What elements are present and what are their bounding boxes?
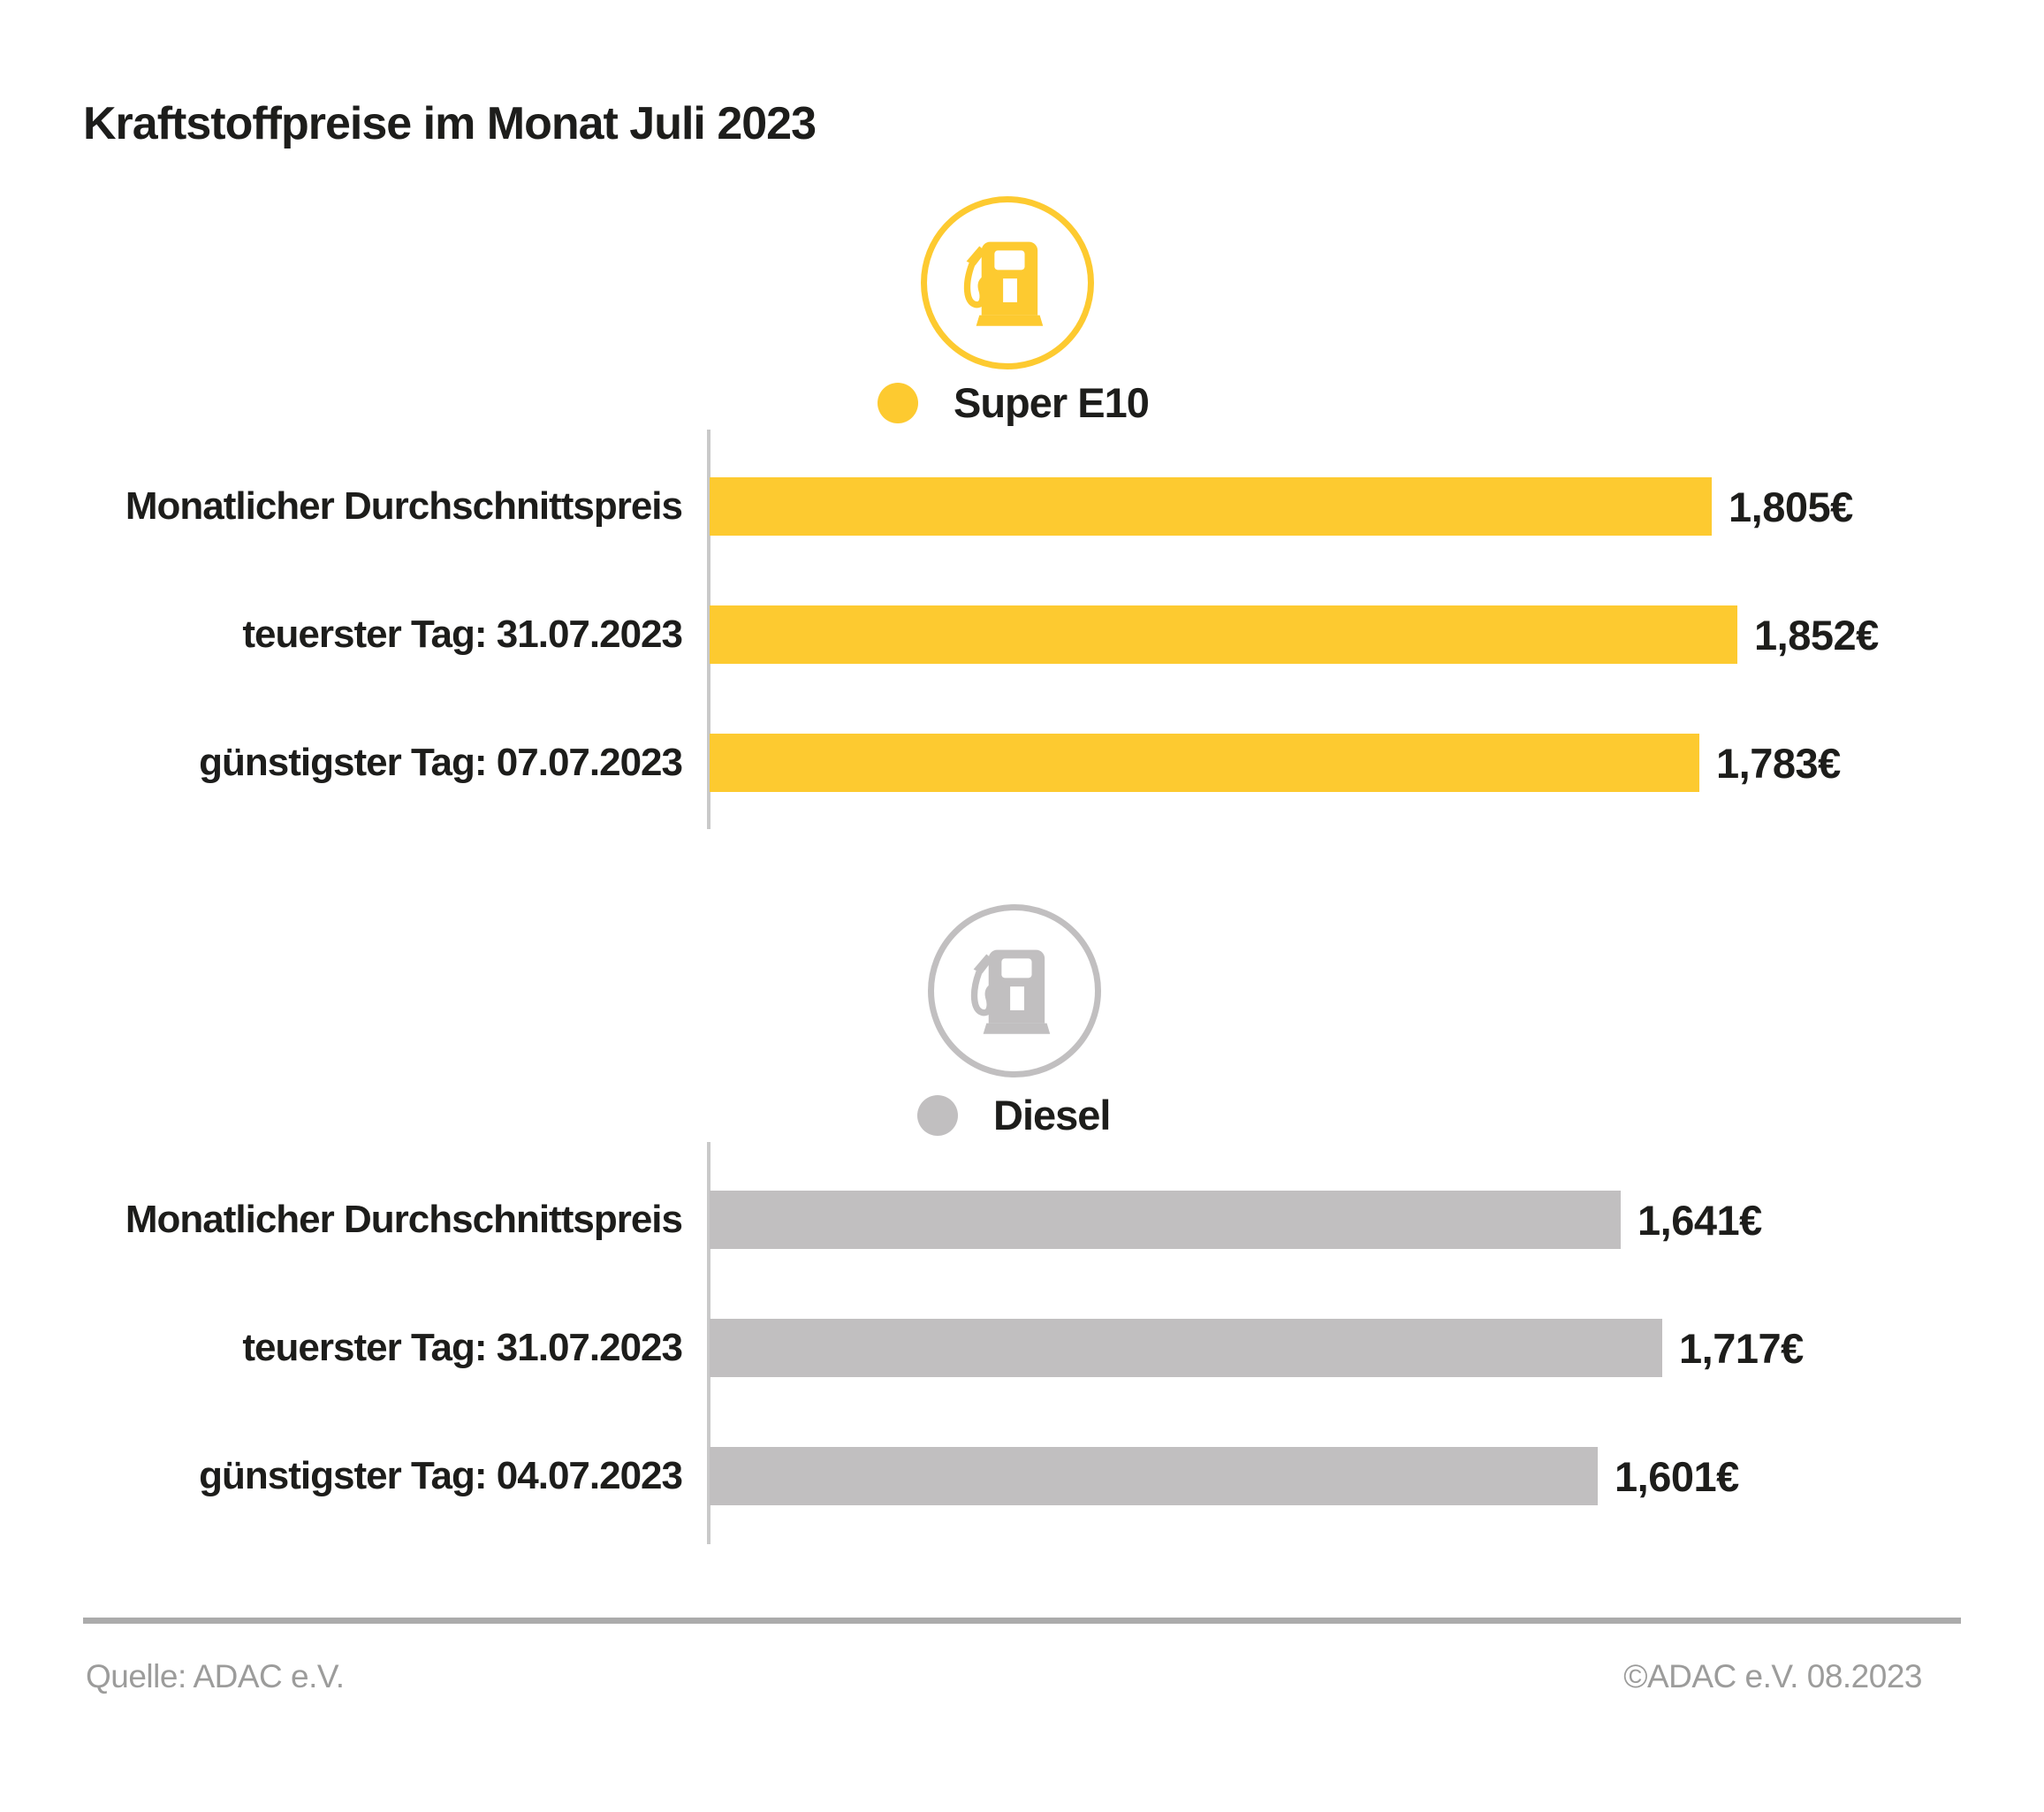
bar-row: Monatlicher Durchschnittspreis 1,641€ — [0, 1191, 2044, 1249]
page-title: Kraftstoffpreise im Monat Juli 2023 — [83, 98, 817, 149]
price-bar — [710, 734, 1699, 792]
legend-label: Super E10 — [954, 379, 1150, 426]
legend-super-e10: Super E10 — [878, 378, 1150, 427]
bar-value-label: 1,641€ — [1637, 1196, 1762, 1244]
bar-value-label: 1,805€ — [1729, 483, 1853, 530]
legend-label: Diesel — [993, 1092, 1111, 1138]
legend-dot-icon — [917, 1094, 958, 1136]
bar-row: Monatlicher Durchschnittspreis 1,805€ — [0, 477, 2044, 536]
bar-value-label: 1,717€ — [1679, 1324, 1804, 1372]
bar-row: günstigster Tag: 04.07.2023 1,601€ — [0, 1447, 2044, 1505]
bar-value-label: 1,852€ — [1754, 611, 1879, 659]
fuel-pump-icon — [961, 937, 1068, 1045]
bar-value-label: 1,601€ — [1615, 1452, 1739, 1500]
bar-category-label: teuerster Tag: 31.07.2023 — [242, 613, 683, 656]
price-bar — [710, 1447, 1598, 1505]
footer-divider — [83, 1618, 1961, 1624]
fuel-pump-badge-super-e10 — [921, 196, 1094, 369]
price-bar — [710, 605, 1737, 664]
fuel-pump-icon — [954, 229, 1061, 337]
bar-category-label: teuerster Tag: 31.07.2023 — [242, 1326, 683, 1369]
bar-row: teuerster Tag: 31.07.2023 1,852€ — [0, 605, 2044, 664]
chart-axis-super-e10 — [707, 430, 710, 829]
source-text: Quelle: ADAC e.V. — [86, 1658, 345, 1694]
bar-category-label: Monatlicher Durchschnittspreis — [125, 484, 683, 528]
bar-category-label: günstigster Tag: 04.07.2023 — [199, 1454, 683, 1497]
bar-value-label: 1,783€ — [1716, 739, 1841, 787]
legend-dot-icon — [878, 382, 918, 423]
legend-diesel: Diesel — [917, 1091, 1111, 1139]
price-bar — [710, 477, 1712, 536]
bar-category-label: Monatlicher Durchschnittspreis — [125, 1198, 683, 1241]
chart-axis-diesel — [707, 1142, 710, 1544]
bar-category-label: günstigster Tag: 07.07.2023 — [199, 741, 683, 784]
price-bar — [710, 1319, 1662, 1377]
price-bar — [710, 1191, 1621, 1249]
bar-row: günstigster Tag: 07.07.2023 1,783€ — [0, 734, 2044, 792]
fuel-pump-badge-diesel — [928, 904, 1101, 1077]
bar-row: teuerster Tag: 31.07.2023 1,717€ — [0, 1319, 2044, 1377]
copyright-text: ©ADAC e.V. 08.2023 — [1623, 1658, 1922, 1694]
